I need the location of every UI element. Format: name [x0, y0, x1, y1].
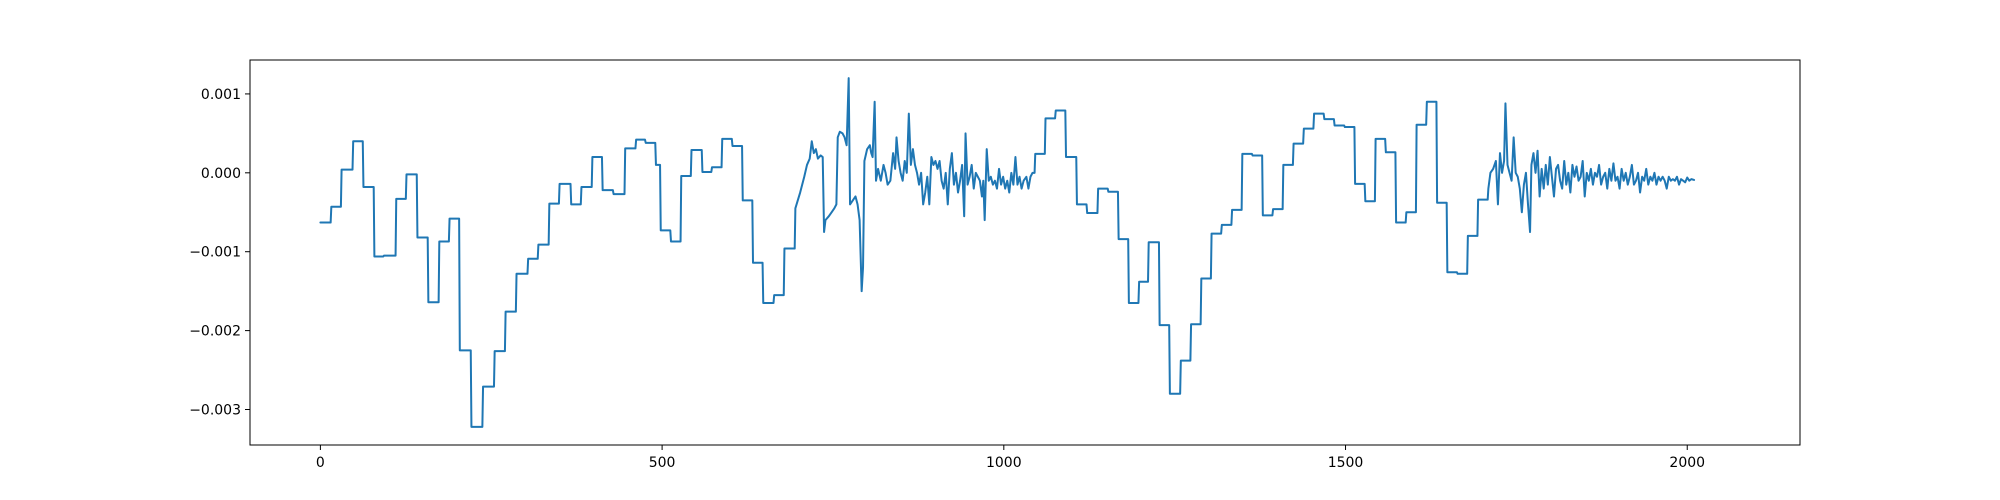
- y-tick-label: −0.002: [189, 324, 241, 340]
- x-tick-label: 500: [649, 455, 676, 471]
- x-tick-label: 0: [316, 455, 325, 471]
- series-line-0: [319, 77, 1696, 428]
- y-tick-label: −0.003: [189, 402, 241, 418]
- axes-frame: [249, 59, 1801, 446]
- y-tick-label: −0.001: [189, 245, 241, 261]
- series-layer: [319, 77, 1696, 428]
- x-tick-label: 1500: [1328, 455, 1364, 471]
- x-axis: 0 500 1000 1500 2000: [316, 445, 1705, 471]
- x-tick-label: 1000: [986, 455, 1022, 471]
- y-tick-label: 0.001: [201, 87, 241, 103]
- y-axis: −0.003 −0.002 −0.001 0.000 0.001: [189, 87, 250, 418]
- x-tick-label: 2000: [1669, 455, 1705, 471]
- y-tick-label: 0.000: [201, 166, 241, 182]
- plot-area: [250, 60, 1800, 445]
